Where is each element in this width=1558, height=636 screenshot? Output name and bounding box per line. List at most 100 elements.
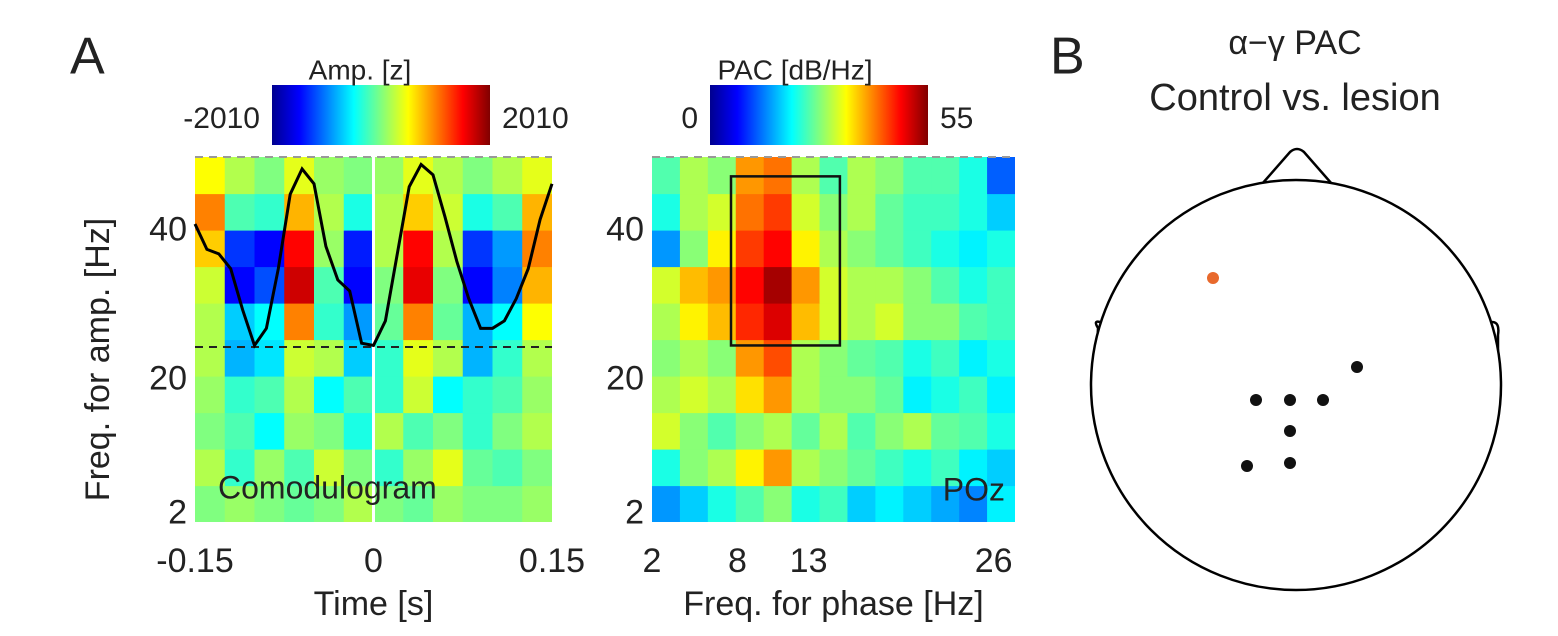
heatmap-cell bbox=[433, 376, 464, 414]
heatmap-cell bbox=[314, 339, 345, 377]
heatmap-cell bbox=[433, 485, 464, 522]
heatmap-cell bbox=[847, 339, 876, 377]
heatmap-cell bbox=[735, 485, 765, 522]
electrode bbox=[1284, 394, 1296, 406]
heatmap-cell bbox=[931, 376, 960, 414]
heatmap-cell bbox=[763, 230, 793, 268]
heatmap-cell bbox=[735, 412, 765, 450]
heatmap-cell bbox=[959, 193, 988, 231]
heatmap-cell bbox=[492, 485, 523, 522]
heatmap-cell bbox=[373, 449, 404, 487]
heatmap-cell bbox=[679, 266, 709, 304]
heatmap-cell bbox=[847, 303, 876, 341]
heatmap-cell bbox=[254, 266, 285, 304]
heatmap-cell bbox=[522, 376, 552, 414]
heatmap-cell bbox=[931, 485, 960, 522]
heatmap-cell bbox=[847, 449, 876, 487]
mean-trace bbox=[193, 162, 554, 349]
electrode bbox=[1250, 394, 1262, 406]
y-tick-label: 40 bbox=[149, 210, 187, 248]
heatmap-cell bbox=[959, 157, 988, 195]
heatmap-cell bbox=[343, 193, 375, 231]
heatmap-cell bbox=[707, 376, 737, 414]
heatmap-cell bbox=[492, 193, 523, 231]
heatmap-cell bbox=[875, 376, 904, 414]
heatmap-cell bbox=[819, 412, 849, 450]
heatmap-cell bbox=[195, 376, 226, 414]
heatmap-cell bbox=[343, 157, 375, 195]
head bbox=[1089, 147, 1503, 592]
heatmap-cell bbox=[492, 266, 523, 304]
heatmap-cell bbox=[763, 412, 793, 450]
heatmap-cell bbox=[343, 485, 375, 522]
heatmap-cell bbox=[254, 449, 285, 487]
heatmap-cell bbox=[903, 376, 932, 414]
heatmap-cell bbox=[819, 193, 849, 231]
heatmap-cell bbox=[707, 485, 737, 522]
heatmap-cell bbox=[462, 157, 494, 195]
heatmap-cell bbox=[373, 339, 404, 377]
heatmap-cell bbox=[847, 376, 876, 414]
heatmap-cell bbox=[433, 303, 464, 341]
heatmap-cell bbox=[195, 303, 226, 341]
heatmap-cell bbox=[679, 376, 709, 414]
heatmap-cell bbox=[847, 485, 876, 522]
heatmap-cell bbox=[652, 193, 681, 231]
heatmap-cell bbox=[433, 412, 464, 450]
heatmap-cell bbox=[791, 485, 821, 522]
y-axis-title: Freq. for amp. [Hz] bbox=[79, 218, 117, 501]
heatmap-cell bbox=[819, 485, 849, 522]
electrode bbox=[1284, 457, 1296, 469]
y-tick-label: 20 bbox=[606, 359, 644, 397]
heatmap-cell bbox=[314, 266, 345, 304]
colorbar-tick-label: 2010 bbox=[502, 102, 569, 135]
heatmap-cell bbox=[903, 303, 932, 341]
heatmap-cell bbox=[254, 376, 285, 414]
heatmap-cell bbox=[522, 412, 552, 450]
heatmap-cell bbox=[492, 412, 523, 450]
heatmap-cell bbox=[652, 376, 681, 414]
heatmap-cell bbox=[707, 412, 737, 450]
heatmap-cell bbox=[931, 303, 960, 341]
heatmap-cell bbox=[763, 449, 793, 487]
heatmap-cell bbox=[735, 266, 765, 304]
heatmap-cell bbox=[314, 376, 345, 414]
heatmap-cell bbox=[343, 376, 375, 414]
heatmap-cell bbox=[195, 449, 226, 487]
heatmap-cell bbox=[875, 157, 904, 195]
heatmap-cell bbox=[679, 449, 709, 487]
heatmap-cell bbox=[652, 303, 681, 341]
heatmap-cell bbox=[819, 376, 849, 414]
heatmap-cell bbox=[763, 485, 793, 522]
heatmap-cell bbox=[819, 230, 849, 268]
heatmap-cell bbox=[403, 449, 434, 487]
electrodes bbox=[1207, 272, 1363, 472]
heatmap-cell bbox=[652, 449, 681, 487]
heatmap-cell bbox=[791, 412, 821, 450]
heatmap-cell bbox=[679, 339, 709, 377]
heatmap-cell bbox=[931, 449, 960, 487]
heatmap-cell bbox=[195, 266, 226, 304]
scalp bbox=[1089, 178, 1503, 592]
heatmap-cell bbox=[522, 339, 552, 377]
heatmap-cell bbox=[492, 376, 523, 414]
heatmap-cell bbox=[875, 412, 904, 450]
heatmap-cell bbox=[492, 157, 523, 195]
heatmap-cell bbox=[652, 266, 681, 304]
heatmap-cell bbox=[931, 193, 960, 231]
heatmap-cell bbox=[931, 339, 960, 377]
plot-area bbox=[652, 157, 1015, 522]
heatmap-cell bbox=[987, 230, 1015, 268]
heatmap-cell bbox=[373, 376, 404, 414]
heatmap-cell bbox=[931, 157, 960, 195]
heatmap-cell bbox=[875, 230, 904, 268]
y-tick-label: 2 bbox=[168, 494, 187, 532]
heatmap-cell bbox=[314, 412, 345, 450]
heatmap-cell bbox=[987, 303, 1015, 341]
heatmap-cell bbox=[314, 157, 345, 195]
heatmap-cell bbox=[847, 412, 876, 450]
colorbar-title: PAC [dB/Hz] bbox=[717, 54, 872, 85]
y-tick-label: 40 bbox=[606, 210, 644, 248]
heatmap-cell bbox=[224, 485, 256, 522]
